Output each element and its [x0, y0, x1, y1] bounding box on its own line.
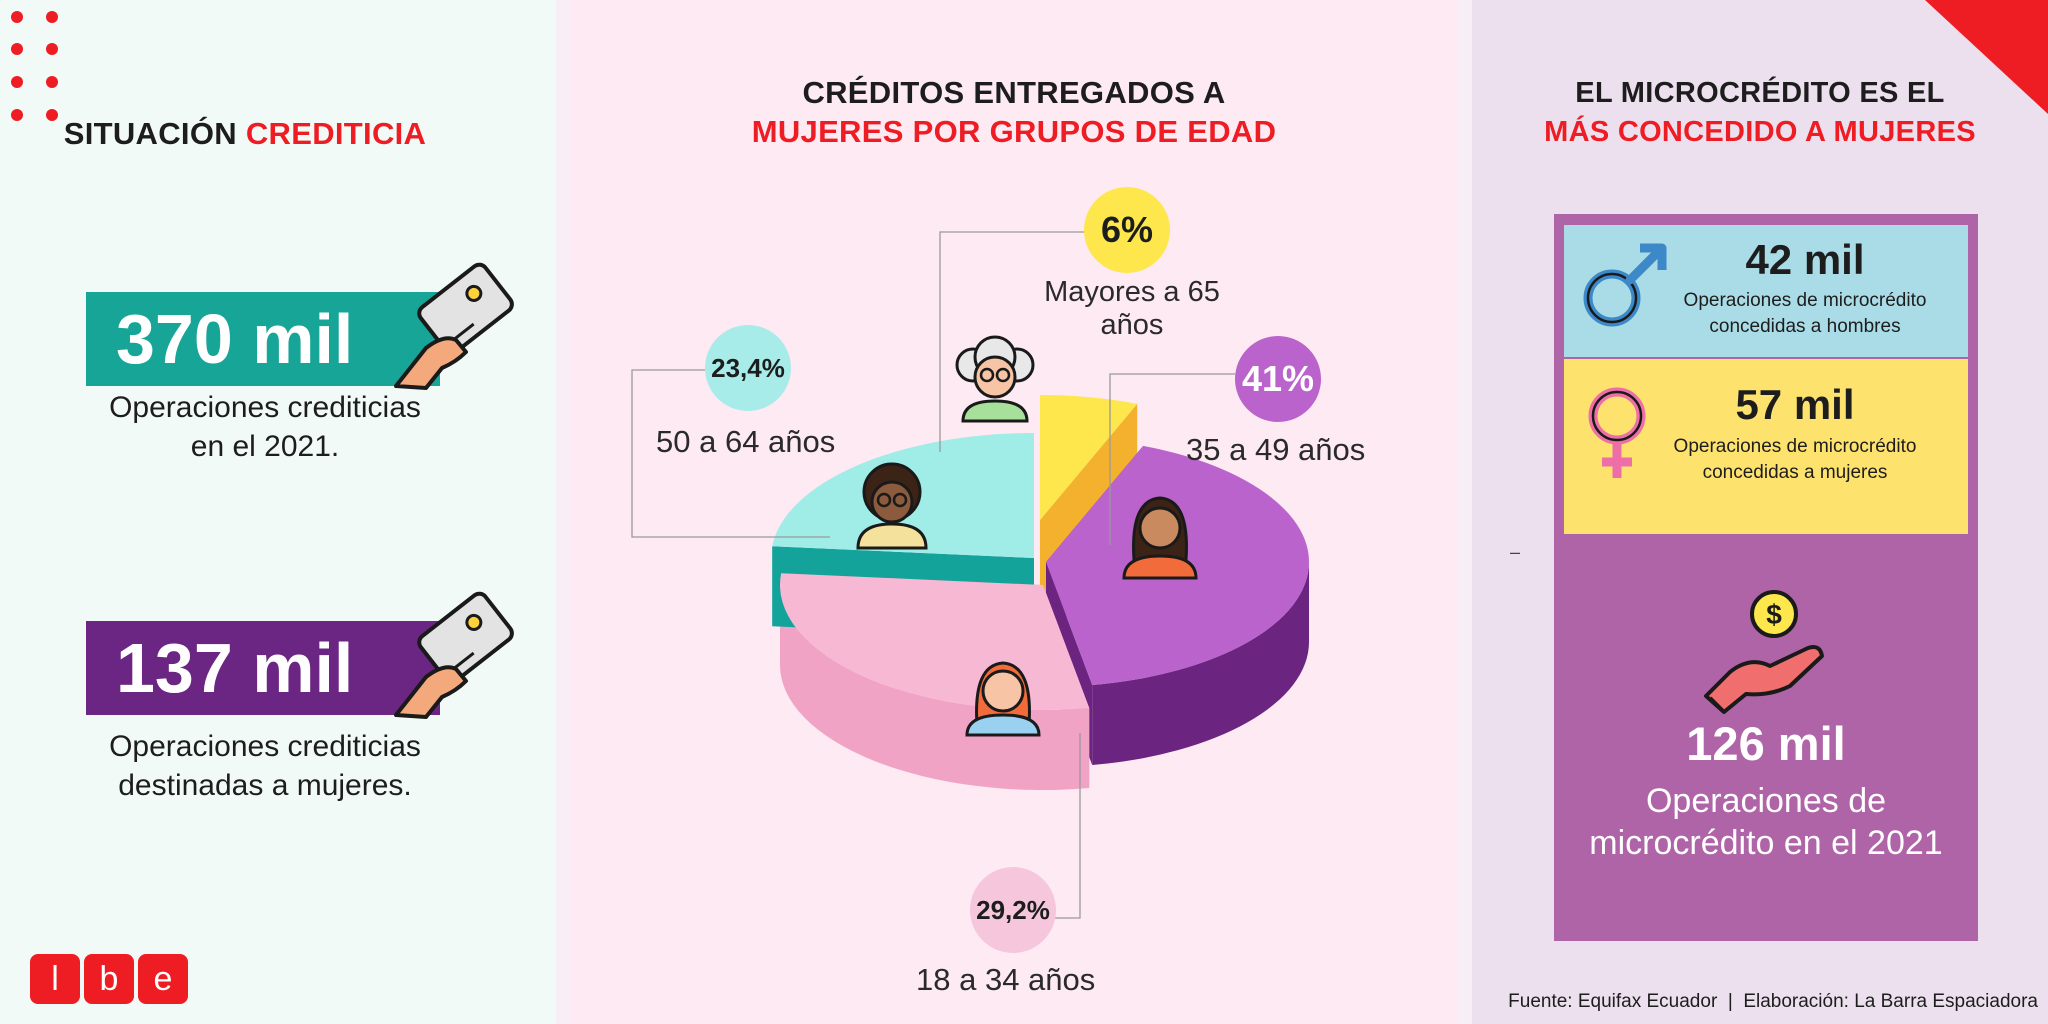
leader-line [939, 231, 1085, 452]
caption-line: Operaciones crediticias [109, 730, 421, 763]
leader-line [631, 369, 830, 538]
center-title: CRÉDITOS ENTREGADOS A MUJERES POR GRUPOS… [570, 73, 1458, 151]
pct-circle-over-65: 6% [1084, 187, 1170, 273]
center-title-line1: CRÉDITOS ENTREGADOS A [802, 75, 1226, 110]
stat-caption-credit-ops: Operaciones crediticias en el 2021. [60, 388, 470, 466]
pie-slice-wall [780, 585, 1090, 790]
age-label-50-64: 50 a 64 años [656, 424, 836, 459]
caption-line: microcrédito en el 2021 [1589, 824, 1943, 862]
men-caption: Operaciones de microcrédito concedidas a… [1650, 288, 1960, 340]
caption-line: Operaciones de microcrédito [1683, 290, 1927, 311]
left-title-black: SITUACIÓN [63, 116, 237, 151]
total-value: 126 mil [1686, 717, 1846, 770]
logo-letter-e: e [138, 954, 188, 1004]
stat-banner-women-ops: 137 mil [86, 621, 440, 715]
stray-dash: – [1510, 542, 1521, 562]
logo-letter-l: l [30, 954, 80, 1004]
young-woman-avatar-icon [1122, 496, 1198, 580]
women-caption: Operaciones de microcrédito concedidas a… [1640, 434, 1950, 486]
caption-line: destinadas a mujeres. [118, 769, 412, 802]
left-title-red: CREDITICIA [245, 116, 427, 151]
pct-circle-18-34: 29,2% [970, 867, 1056, 953]
right-title-line1: EL MICROCRÉDITO ES EL [1575, 77, 1945, 109]
caption-line: concedidas a mujeres [1702, 462, 1888, 483]
total-caption: Operaciones de microcrédito en el 2021 [1564, 780, 1968, 864]
stat-value-women-ops: 137 mil [116, 629, 354, 707]
right-title: EL MICROCRÉDITO ES EL MÁS CONCEDIDO A MU… [1472, 74, 2048, 152]
women-value: 57 mil [1735, 381, 1855, 428]
left-title: SITUACIÓN CREDITICIA [60, 114, 430, 153]
women-panel [1564, 359, 1968, 534]
elderly-woman-avatar-icon [955, 335, 1035, 423]
male-symbol-icon [1583, 243, 1667, 327]
hand-card-icon [394, 591, 514, 719]
pct-circle-50-64: 23,4% [705, 325, 791, 411]
right-title-line2: MÁS CONCEDIDO A MUJERES [1544, 116, 1976, 148]
stat-caption-women-ops: Operaciones crediticias destinadas a muj… [60, 727, 470, 805]
stat-banner-credit-ops: 370 mil [86, 292, 440, 386]
hand-coin-icon: $ [1704, 590, 1824, 714]
stat-value-credit-ops: 370 mil [116, 300, 354, 378]
source-credit: Fuente: Equifax Ecuador | Elaboración: L… [1508, 991, 2038, 1012]
svg-text:$: $ [1766, 599, 1782, 630]
pie-slice-0 [1040, 395, 1138, 520]
left-panel: SITUACIÓN CREDITICIA 370 mil Operaciones… [0, 0, 556, 1024]
woman-glasses-avatar-icon [856, 462, 928, 550]
redhead-woman-avatar-icon [965, 661, 1041, 737]
caption-line: en el 2021. [190, 430, 340, 463]
pie-slice-wall [1092, 562, 1309, 766]
caption-line: Operaciones de microcrédito [1673, 436, 1917, 457]
hand-card-icon [394, 262, 514, 390]
leader-line [1109, 373, 1235, 545]
caption-line: Operaciones crediticias [109, 391, 421, 424]
age-label-18-34: 18 a 34 años [916, 962, 1096, 997]
age-label-35-49: 35 a 49 años [1186, 432, 1366, 467]
center-title-line2: MUJERES POR GRUPOS DE EDAD [751, 114, 1277, 149]
men-value: 42 mil [1745, 236, 1865, 283]
caption-line: concedidas a hombres [1709, 316, 1901, 337]
female-symbol-icon [1588, 387, 1646, 478]
corner-triangle [1925, 0, 2048, 114]
caption-line: Operaciones de [1645, 782, 1887, 820]
age-label-over-65: Mayores a 65 años [1044, 276, 1220, 341]
pct-circle-35-49: 41% [1235, 336, 1321, 422]
logo-letter-b: b [84, 954, 134, 1004]
decorative-dots [11, 11, 58, 121]
